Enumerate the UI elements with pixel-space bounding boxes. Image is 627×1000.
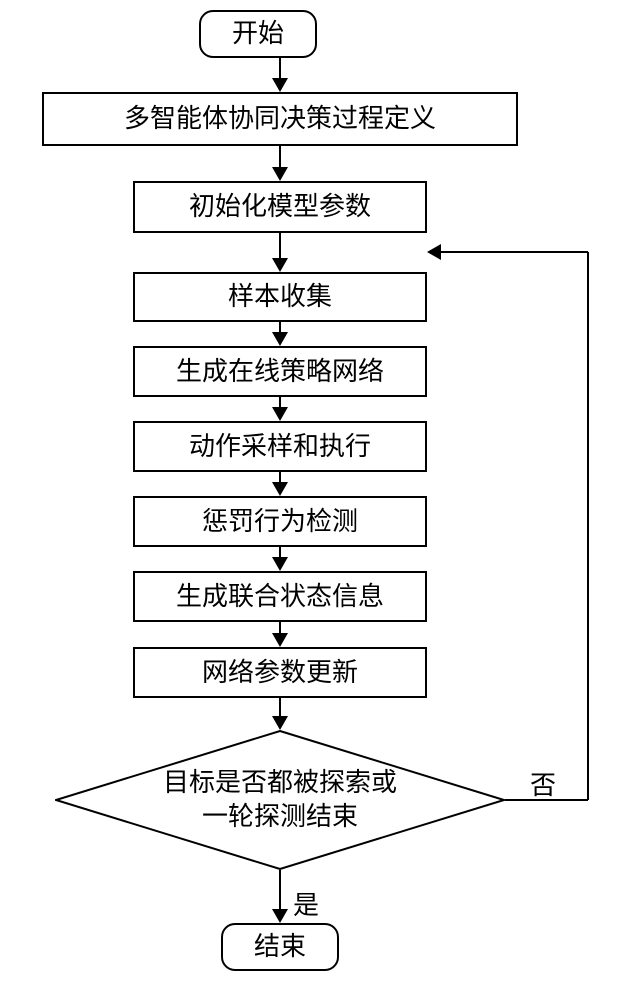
node-n8-text: 网络参数更新 (202, 658, 358, 688)
arrow-n8-decision-head (272, 716, 288, 730)
arrow-n4-n5-head (272, 407, 288, 421)
node-n7: 生成联合状态信息 (133, 571, 427, 622)
node-n2-text: 初始化模型参数 (189, 192, 371, 222)
node-n8: 网络参数更新 (133, 647, 427, 698)
arrow-n5-n6-head (272, 482, 288, 496)
node-n6: 惩罚行为检测 (133, 496, 427, 547)
arrow-n2-n3-head (272, 258, 288, 272)
node-decision: 目标是否都被探索或一轮探测结束 (55, 730, 505, 870)
arrow-n7-n8-head (272, 633, 288, 647)
node-n7-text: 生成联合状态信息 (176, 582, 384, 612)
node-end: 结束 (221, 923, 339, 971)
arrow-start-n1-head (272, 78, 288, 92)
node-n1-text: 多智能体协同决策过程定义 (124, 104, 436, 134)
node-n4-text: 生成在线策略网络 (176, 357, 384, 387)
flowchart-canvas: 开始多智能体协同决策过程定义初始化模型参数样本收集生成在线策略网络动作采样和执行… (0, 0, 627, 1000)
node-end-text: 结束 (254, 932, 306, 962)
node-n5-text: 动作采样和执行 (189, 432, 371, 462)
node-n6-text: 惩罚行为检测 (202, 507, 358, 537)
arrow-n3-n4-head (272, 332, 288, 346)
node-n3: 样本收集 (133, 272, 427, 322)
node-n4: 生成在线策略网络 (133, 346, 427, 397)
node-start-text: 开始 (232, 19, 284, 49)
arrow-n6-n7-head (272, 557, 288, 571)
arrow-decision-end-head (272, 909, 288, 923)
node-n3-text: 样本收集 (228, 282, 332, 312)
node-start: 开始 (199, 10, 317, 58)
node-n2: 初始化模型参数 (133, 181, 427, 233)
label-yes: 是 (293, 885, 319, 922)
node-decision-text: 目标是否都被探索或一轮探测结束 (55, 730, 505, 870)
arrow-n1-n2-head (272, 167, 288, 181)
loop-head (427, 244, 441, 260)
node-n5: 动作采样和执行 (133, 421, 427, 472)
node-n1: 多智能体协同决策过程定义 (42, 92, 518, 146)
loop-h2 (441, 251, 588, 253)
loop-v (587, 252, 589, 800)
label-no: 否 (530, 765, 556, 802)
